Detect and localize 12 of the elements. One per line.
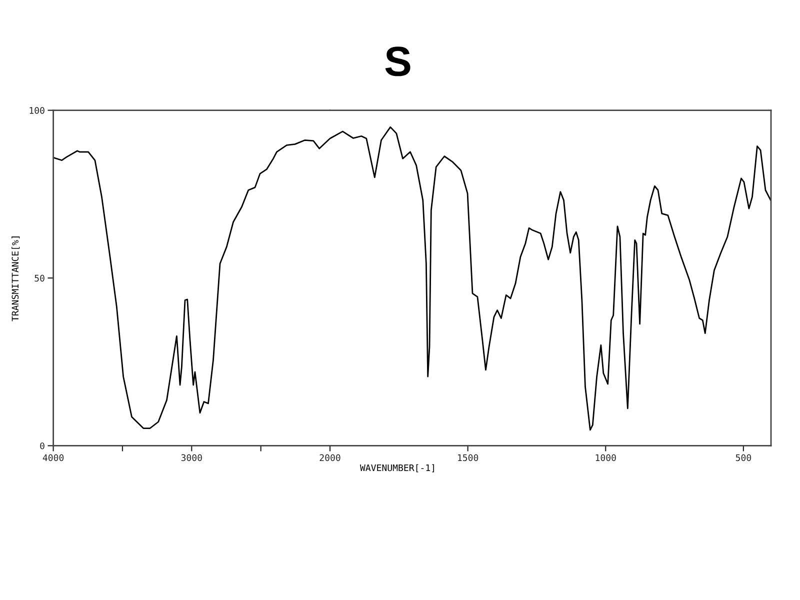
x-tick-label: 500 <box>736 454 752 462</box>
chart-title: S <box>385 46 410 76</box>
x-tick-label: 4000 <box>42 454 64 462</box>
y-axis-title: TRANSMITTANCE[%] <box>12 236 20 322</box>
x-tick-label: 2000 <box>320 454 340 462</box>
x-tick-label: 1500 <box>458 454 478 462</box>
x-tick-label: 3000 <box>181 454 202 462</box>
y-tick-label: 100 <box>30 107 44 114</box>
x-tick-label: 1000 <box>596 454 616 462</box>
x-axis-title: WAVENUMBER[-1] <box>360 464 434 472</box>
y-tick-label: 0 <box>40 442 44 450</box>
y-tick-label: 50 <box>34 274 44 282</box>
